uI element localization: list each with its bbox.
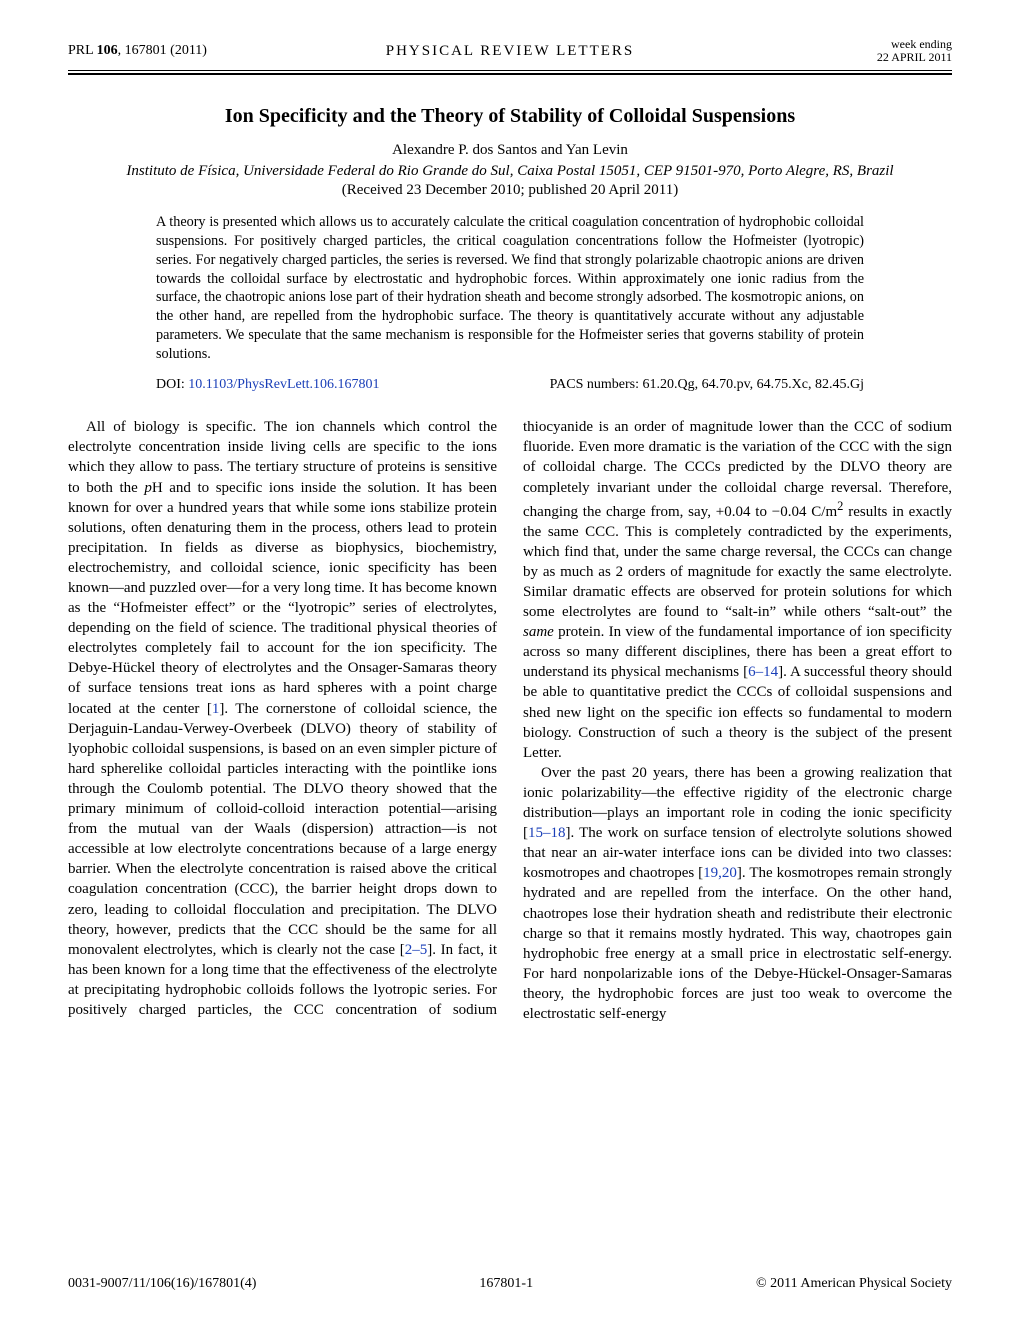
doi-label: DOI: — [156, 377, 188, 392]
body-columns: All of biology is specific. The ion chan… — [68, 417, 952, 1024]
citation-link[interactable]: 6–14 — [748, 664, 778, 680]
doi-link[interactable]: 10.1103/PhysRevLett.106.167801 — [188, 377, 379, 392]
header-journal: PRL — [68, 43, 93, 58]
pacs-numbers: PACS numbers: 61.20.Qg, 64.70.pv, 64.75.… — [550, 377, 864, 393]
citation-link[interactable]: 15–18 — [528, 825, 566, 841]
running-header: PRL 106, 167801 (2011) PHYSICAL REVIEW L… — [68, 38, 952, 64]
italic-same: same — [523, 624, 554, 640]
affiliation: Instituto de Física, Universidade Federa… — [68, 163, 952, 180]
header-rule-bottom — [68, 73, 952, 75]
page: PRL 106, 167801 (2011) PHYSICAL REVIEW L… — [0, 0, 1020, 1052]
body-text: results in exactly the same CCC. This is… — [523, 504, 952, 620]
italic-p: p — [144, 480, 152, 496]
header-journal-title: PHYSICAL REVIEW LETTERS — [288, 43, 732, 60]
citation-link[interactable]: 2–5 — [405, 942, 428, 958]
doi: DOI: 10.1103/PhysRevLett.106.167801 — [156, 377, 379, 393]
body-text: ]. The kosmotropes remain strongly hydra… — [523, 865, 952, 1022]
doi-pacs-row: DOI: 10.1103/PhysRevLett.106.167801 PACS… — [156, 377, 864, 393]
header-date: 22 APRIL 2011 — [732, 51, 952, 64]
header-left: PRL 106, 167801 (2011) — [68, 43, 288, 59]
abstract: A theory is presented which allows us to… — [156, 213, 864, 363]
header-rule-top — [68, 70, 952, 71]
body-text: H and to specific ions inside the soluti… — [68, 480, 497, 717]
citation-link[interactable]: 19,20 — [703, 865, 737, 881]
authors: Alexandre P. dos Santos and Yan Levin — [68, 142, 952, 159]
header-right: week ending 22 APRIL 2011 — [732, 38, 952, 64]
header-vol: 106 — [97, 43, 118, 58]
received-dates: (Received 23 December 2010; published 20… — [68, 182, 952, 199]
footer: 0031-9007/11/106(16)/167801(4) 167801-1 … — [68, 1276, 952, 1292]
body-paragraph-3: Over the past 20 years, there has been a… — [523, 763, 952, 1024]
footer-center: 167801-1 — [479, 1276, 533, 1292]
footer-right: © 2011 American Physical Society — [756, 1276, 952, 1292]
header-article: , 167801 (2011) — [118, 43, 207, 58]
footer-left: 0031-9007/11/106(16)/167801(4) — [68, 1276, 256, 1292]
article-title: Ion Specificity and the Theory of Stabil… — [68, 105, 952, 128]
body-text: ]. The cornerstone of colloidal science,… — [68, 701, 497, 958]
